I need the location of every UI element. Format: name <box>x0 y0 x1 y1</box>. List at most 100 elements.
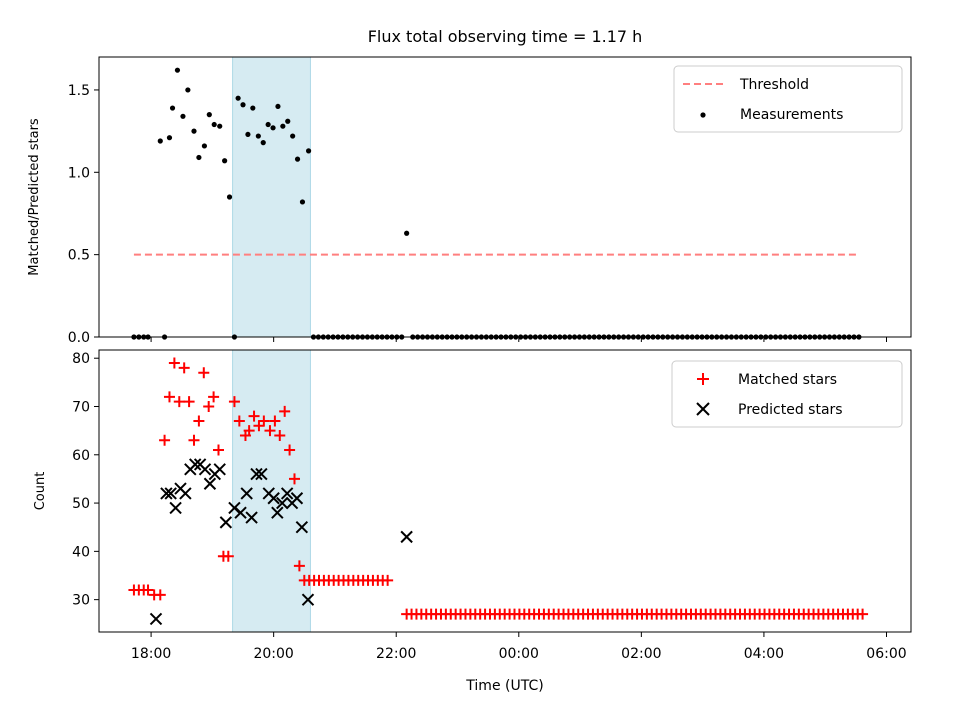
top-axes-frame <box>98 56 912 338</box>
x-tick-label: 18:00 <box>131 646 171 662</box>
predicted-star-point <box>160 487 173 500</box>
measurement-point <box>226 194 233 200</box>
predicted-star-point <box>179 487 192 500</box>
legend-measurements-swatch <box>700 112 706 118</box>
matched-star-point <box>382 574 394 586</box>
predicted-star-point <box>271 506 284 519</box>
bottom-y-tick-label: 40 <box>72 544 90 560</box>
top-y-tick-label: 1.0 <box>68 165 90 181</box>
matched-star-point <box>183 396 195 408</box>
x-axis-label: Time (UTC) <box>465 678 543 694</box>
measurement-point <box>196 154 202 161</box>
matched-star-point <box>284 444 296 456</box>
top-y-tick-label: 1.5 <box>68 83 90 99</box>
predicted-star-point <box>276 496 289 510</box>
bottom-legend: Matched stars Predicted stars <box>671 360 903 428</box>
predicted-star-point <box>280 487 294 500</box>
top-legend-box <box>673 65 903 133</box>
top-y-axis: 0.0 0.5 1.0 1.5 <box>68 83 99 346</box>
measurement-point <box>211 121 217 128</box>
predicted-star-point <box>295 521 309 534</box>
x-tick-label: 00:00 <box>499 646 539 662</box>
measurement-point <box>206 112 212 118</box>
measurement-point <box>217 123 223 129</box>
legend-matched-swatch <box>697 373 709 385</box>
measurement-point <box>250 105 256 111</box>
bottom-y-tick-label: 50 <box>72 496 90 512</box>
measurement-point <box>305 148 312 154</box>
matched-star-point <box>213 444 225 456</box>
predicted-star-point <box>234 506 247 519</box>
bottom-y-tick-label: 30 <box>72 593 90 609</box>
matched-star-point <box>198 367 210 379</box>
predicted-star-point <box>169 501 182 515</box>
matched-star-point <box>293 560 305 572</box>
legend-matched-label: Matched stars <box>738 372 837 388</box>
top-y-axis-label: Matched/Predicted stars <box>27 118 42 276</box>
measurement-point <box>180 113 186 119</box>
bottom-y-tick-label: 60 <box>72 448 90 464</box>
predicted-star-point <box>250 467 263 481</box>
bottom-y-tick-label: 80 <box>72 351 90 367</box>
matched-star-point <box>243 425 255 437</box>
bottom-panel: 30 40 50 60 70 80 18:00 20:00 22:00 00:00 02:00 04… <box>33 349 912 694</box>
measurement-point <box>191 128 197 134</box>
matched-star-point <box>142 584 154 596</box>
predicted-star-point <box>290 492 304 505</box>
measurement-point <box>294 156 301 162</box>
matched-star-point <box>208 391 220 403</box>
matched-star-point <box>228 396 240 408</box>
legend-predicted-swatch <box>696 402 710 416</box>
measurement-point <box>245 131 251 138</box>
top-y-tick-label: 0.0 <box>68 330 90 346</box>
matched-star-point <box>193 415 205 427</box>
matched-star-point <box>269 415 281 427</box>
matched-star-point <box>178 362 190 374</box>
matched-star-point <box>188 434 200 446</box>
measurement-point <box>280 123 286 129</box>
x-tick-label: 06:00 <box>866 646 906 662</box>
bottom-axes-frame <box>98 349 912 633</box>
bottom-legend-box <box>671 360 903 428</box>
predicted-star-point <box>164 487 177 500</box>
predicted-star-point <box>198 463 212 476</box>
matched-star-point <box>279 405 291 417</box>
legend-threshold-label: Threshold <box>739 77 809 93</box>
x-tick-label: 02:00 <box>621 646 661 662</box>
measurement-point <box>201 143 208 149</box>
measurement-point <box>404 230 410 236</box>
matched-star-point <box>159 434 171 446</box>
matched-star-point <box>274 429 286 441</box>
top-y-tick-label: 0.5 <box>68 248 90 264</box>
matched-star-point <box>288 473 300 485</box>
predicted-star-point <box>245 511 258 524</box>
measurement-point <box>275 103 281 110</box>
matched-star-point <box>264 425 276 437</box>
matched-star-point <box>154 589 166 601</box>
predicted-star-point <box>240 487 253 500</box>
measurement-point <box>270 125 276 131</box>
measurement-point <box>240 102 246 108</box>
measurement-point <box>185 87 191 93</box>
top-legend: Threshold Measurements <box>673 65 903 133</box>
legend-predicted-label: Predicted stars <box>738 402 843 418</box>
measurement-point <box>235 95 241 101</box>
top-highlight-span <box>232 56 311 338</box>
bottom-y-tick-label: 70 <box>72 399 90 415</box>
matched-star-point <box>173 396 185 408</box>
x-tick-label: 20:00 <box>253 646 293 662</box>
matched-star-point <box>258 415 270 427</box>
measurement-point <box>265 121 271 128</box>
measurement-point <box>166 135 173 141</box>
matched-star-point <box>857 608 869 620</box>
bottom-plot-area <box>128 357 869 626</box>
legend-measurements-label: Measurements <box>740 107 843 123</box>
matched-star-point <box>168 357 180 369</box>
predicted-star-point <box>189 458 202 471</box>
measurement-point <box>222 158 228 164</box>
measurement-point <box>299 199 306 205</box>
measurement-point <box>174 67 181 73</box>
measurement-point <box>260 140 266 146</box>
bottom-y-axis-label: Count <box>33 472 48 511</box>
predicted-star-point <box>400 530 413 544</box>
